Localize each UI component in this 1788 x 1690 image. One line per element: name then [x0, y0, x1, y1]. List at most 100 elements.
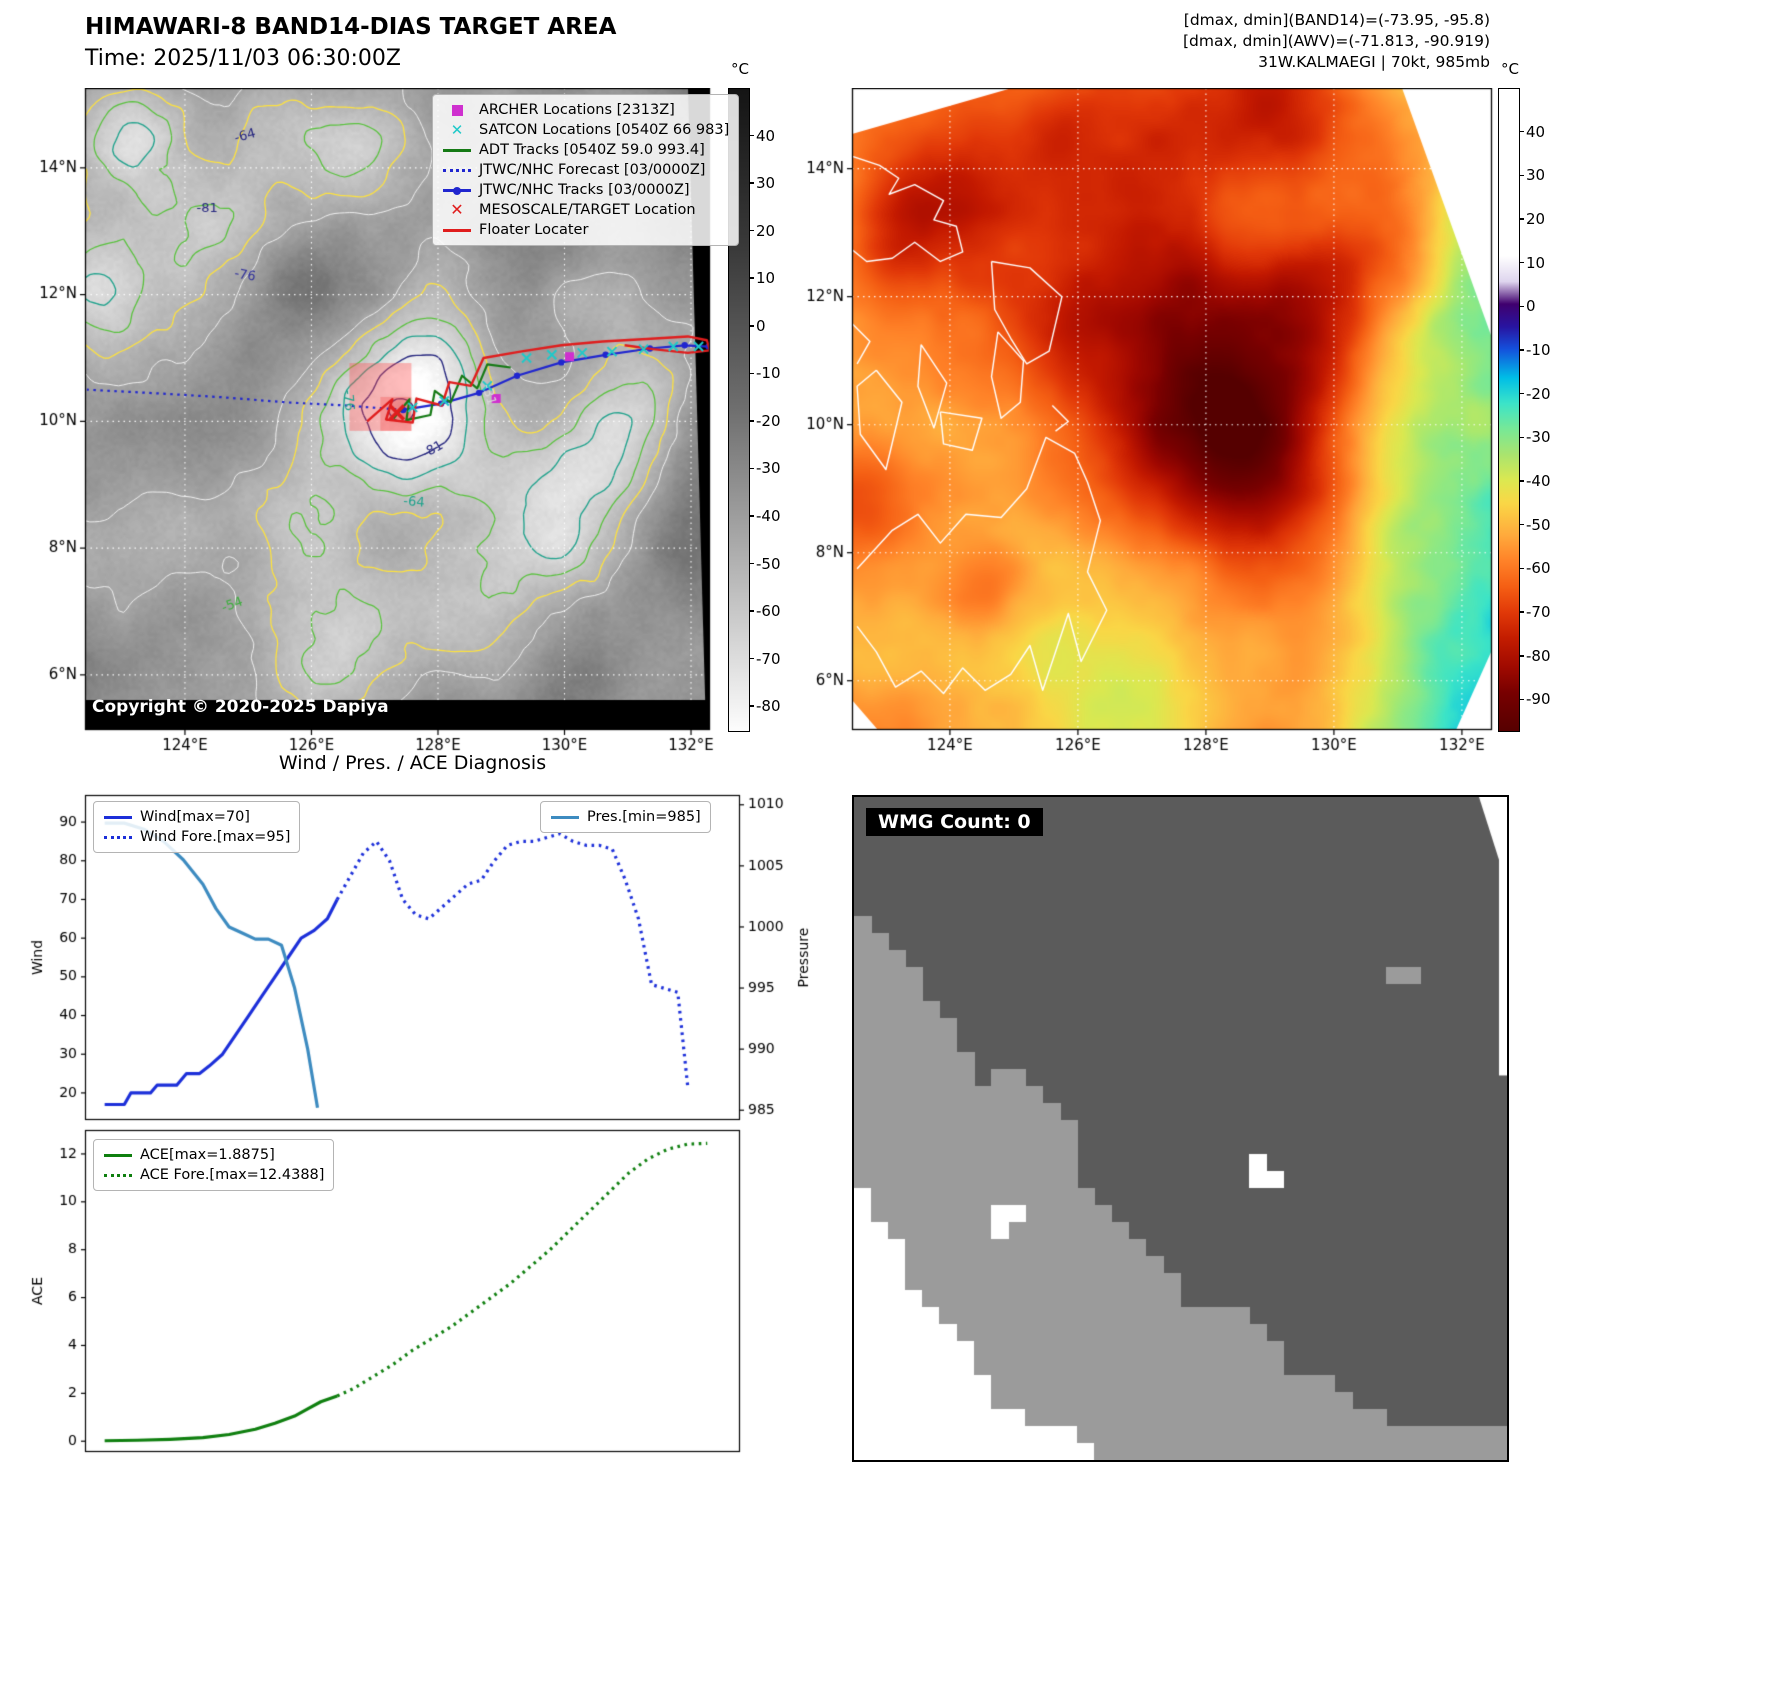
- colorbar-tick-mark: [749, 325, 754, 327]
- colorbar-tick: -50: [756, 554, 781, 573]
- colorbar-tick-mark: [1519, 349, 1524, 351]
- colorbar-tick-mark: [1519, 567, 1524, 570]
- legend-label: ACE[max=1.8875]: [140, 1147, 275, 1163]
- colorbar-tick: -70: [756, 649, 781, 668]
- legend-item-adt: ADT Tracks [0540Z 59.0 993.4]: [442, 140, 729, 160]
- colorbar-tick-mark: [749, 182, 754, 184]
- ace-fore-dotted-marker: [103, 1173, 133, 1177]
- forecast-dotted-marker: [442, 168, 472, 172]
- archer-square-marker: [442, 104, 472, 116]
- colorbar-tick: -10: [756, 364, 781, 383]
- legend-item-floater: Floater Locater: [442, 220, 729, 240]
- colorbar-tick-mark: [749, 467, 754, 470]
- pressure-legend: Pres.[min=985]: [540, 801, 711, 833]
- colorbar-tick-mark: [749, 705, 754, 707]
- colorbar-tick: -30: [1526, 428, 1551, 447]
- legend-label: ARCHER Locations [2313Z]: [479, 102, 675, 118]
- legend-item-mesoscale: ✕ MESOSCALE/TARGET Location: [442, 200, 729, 220]
- colorbar-tick: 30: [1526, 166, 1546, 185]
- colorbar-tick: -20: [1526, 384, 1551, 403]
- colorbar-tick: -80: [1526, 646, 1551, 665]
- colorbar-tick-mark: [1519, 261, 1524, 264]
- colorbar-tick: 0: [1526, 297, 1536, 316]
- colorbar-tick: 10: [756, 269, 776, 288]
- ace-line-marker: [103, 1153, 133, 1157]
- pressure-line-marker: [550, 815, 580, 819]
- colorbar-tick: 0: [756, 316, 766, 335]
- legend-item-jtwc-track: JTWC/NHC Tracks [03/0000Z]: [442, 180, 729, 200]
- colorbar-tick-mark: [749, 562, 754, 565]
- copyright-label: Copyright © 2020-2025 Dapiya: [92, 697, 389, 717]
- colorbar-tick-mark: [1519, 655, 1524, 657]
- colorbar-tick-mark: [1519, 523, 1524, 526]
- colorbar-tick-mark: [749, 420, 754, 422]
- legend-item-forecast: JTWC/NHC Forecast [03/0000Z]: [442, 160, 729, 180]
- band14-title: HIMAWARI-8 BAND14-DIAS TARGET AREA: [85, 14, 617, 40]
- legend-item-wind-fore: Wind Fore.[max=95]: [103, 827, 290, 847]
- awv-colorbar-unit: °C: [1501, 60, 1519, 78]
- legend-item-ace: ACE[max=1.8875]: [103, 1145, 324, 1165]
- legend-item-wind: Wind[max=70]: [103, 807, 290, 827]
- colorbar-tick: 30: [756, 174, 776, 193]
- legend-item-pressure: Pres.[min=985]: [550, 807, 701, 827]
- colorbar-tick-mark: [1519, 611, 1524, 613]
- adt-line-marker: [442, 148, 472, 152]
- colorbar-tick-mark: [1519, 130, 1524, 133]
- colorbar-tick-mark: [1519, 698, 1524, 701]
- legend-label: JTWC/NHC Tracks [03/0000Z]: [479, 182, 690, 198]
- awv-colorbar: [1498, 88, 1520, 732]
- colorbar-tick-mark: [1519, 392, 1524, 395]
- awv-header-awv-stats: [dmax, dmin](AWV)=(-71.813, -90.919): [1183, 32, 1490, 50]
- colorbar-tick: 40: [756, 126, 776, 145]
- colorbar-tick-mark: [1519, 436, 1524, 439]
- legend-label: MESOSCALE/TARGET Location: [479, 202, 696, 218]
- legend-item-archer: ARCHER Locations [2313Z]: [442, 100, 729, 120]
- colorbar-tick: -30: [756, 459, 781, 478]
- colorbar-tick: -40: [756, 507, 781, 525]
- legend-item-satcon: ✕ SATCON Locations [0540Z 66 983]: [442, 120, 730, 140]
- legend-label: Wind Fore.[max=95]: [140, 829, 291, 845]
- mesoscale-x-marker: ✕: [450, 200, 464, 219]
- colorbar-tick: -10: [1526, 341, 1551, 360]
- storm-status-line: 31W.KALMAEGI | 70kt, 985mb: [1258, 53, 1490, 71]
- legend-label: ADT Tracks [0540Z 59.0 993.4]: [479, 142, 705, 158]
- colorbar-tick-mark: [749, 229, 754, 232]
- band14-time: Time: 2025/11/03 06:30:00Z: [85, 46, 401, 71]
- band14-colorbar: [728, 88, 750, 732]
- legend-label: ACE Fore.[max=12.4388]: [140, 1167, 325, 1183]
- ace-legend: ACE[max=1.8875] ACE Fore.[max=12.4388]: [93, 1139, 335, 1191]
- colorbar-tick: 20: [1526, 210, 1546, 229]
- colorbar-tick-mark: [749, 515, 754, 517]
- awv-header: [dmax, dmin](BAND14)=(-73.95, -95.8) [dm…: [960, 10, 1490, 73]
- legend-label: Floater Locater: [479, 222, 589, 238]
- colorbar-tick-mark: [1519, 218, 1524, 220]
- colorbar-tick-mark: [749, 610, 754, 612]
- band14-colorbar-unit: °C: [731, 60, 749, 78]
- colorbar-tick: -90: [1526, 690, 1551, 709]
- legend-label: JTWC/NHC Forecast [03/0000Z]: [479, 162, 706, 178]
- colorbar-tick: 20: [756, 221, 776, 240]
- satcon-x-marker: ✕: [450, 121, 464, 139]
- floater-line-marker: [442, 228, 472, 232]
- colorbar-tick-mark: [1519, 174, 1524, 177]
- wind-line-marker: [103, 815, 133, 819]
- colorbar-tick: 40: [1526, 122, 1546, 141]
- jtwc-line-dot-marker: [442, 186, 472, 195]
- colorbar-tick: 10: [1526, 253, 1546, 272]
- legend-label: Pres.[min=985]: [587, 809, 701, 825]
- colorbar-tick-mark: [749, 277, 754, 279]
- colorbar-tick: -40: [1526, 472, 1551, 491]
- wmg-count-badge: WMG Count: 0: [866, 808, 1043, 836]
- legend-label: Wind[max=70]: [140, 809, 250, 825]
- colorbar-tick: -20: [756, 411, 781, 430]
- colorbar-tick-mark: [749, 372, 754, 375]
- colorbar-tick: -60: [1526, 559, 1551, 578]
- colorbar-tick: -50: [1526, 515, 1551, 534]
- colorbar-tick: -70: [1526, 603, 1551, 622]
- wind-legend: Wind[max=70] Wind Fore.[max=95]: [93, 801, 301, 853]
- diagnosis-title: Wind / Pres. / ACE Diagnosis: [278, 752, 547, 774]
- colorbar-tick-mark: [1519, 305, 1524, 308]
- colorbar-tick-mark: [749, 657, 754, 660]
- legend-label: SATCON Locations [0540Z 66 983]: [479, 122, 730, 138]
